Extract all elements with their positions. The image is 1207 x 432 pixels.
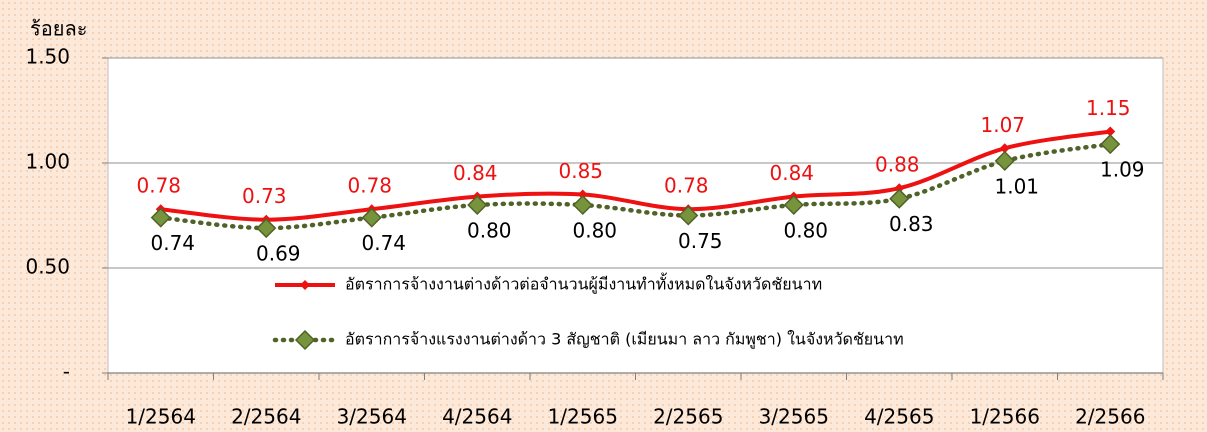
x-tick-label: 2/2566 [1075, 405, 1145, 429]
marker [994, 150, 1015, 171]
data-label: 0.74 [150, 231, 195, 255]
data-label: 0.83 [889, 212, 934, 236]
data-label: 0.84 [769, 161, 814, 185]
data-label: 1.09 [1100, 158, 1145, 182]
legend-label: อัตราการจ้างแรงงานต่างด้าว 3 สัญชาติ (เม… [345, 330, 904, 350]
x-tick-label: 4/2565 [864, 405, 934, 429]
data-label: 1.15 [1086, 96, 1131, 120]
marker [999, 143, 1010, 154]
y-tick-label: 1.50 [25, 45, 70, 69]
marker [1105, 126, 1116, 137]
data-label: 0.84 [453, 161, 498, 185]
legend-marker [294, 329, 316, 351]
x-tick-label: 4/2564 [442, 405, 512, 429]
marker [783, 194, 804, 216]
x-tick-label: 2/2565 [653, 405, 723, 429]
plot-area [107, 57, 1164, 374]
marker [577, 189, 588, 200]
marker [889, 188, 910, 209]
marker [150, 207, 171, 228]
x-tick-label: 1/2566 [970, 405, 1040, 429]
series-line [160, 129, 1111, 222]
marker [361, 207, 382, 228]
data-label: 0.85 [558, 159, 603, 183]
y-tick-label: 0.50 [25, 255, 70, 279]
data-label: 1.07 [980, 113, 1025, 137]
x-tick-label: 3/2565 [759, 405, 829, 429]
data-label: 0.74 [361, 231, 406, 255]
x-tick-label: 1/2565 [548, 405, 618, 429]
y-axis-label: ร้อยละ [30, 17, 87, 41]
y-tick-label: 1.00 [25, 150, 70, 174]
data-label: 0.75 [678, 229, 723, 253]
data-label: 0.80 [572, 219, 617, 243]
series-line [158, 141, 1113, 231]
marker [572, 194, 593, 216]
y-tick-label: - [63, 360, 70, 384]
x-tick-label: 2/2564 [231, 405, 301, 429]
data-label: 0.88 [875, 153, 920, 177]
data-label: 0.69 [256, 242, 301, 266]
data-label: 0.78 [347, 174, 392, 198]
data-label: 0.80 [783, 219, 828, 243]
marker [256, 218, 277, 239]
marker [894, 183, 905, 194]
data-label: 0.78 [136, 174, 181, 198]
marker [1100, 134, 1121, 155]
legend-marker [300, 280, 310, 290]
marker [467, 194, 488, 216]
data-label: 0.80 [467, 219, 512, 243]
x-tick-label: 1/2564 [126, 405, 196, 429]
marker [678, 205, 699, 226]
data-label: 0.73 [242, 184, 287, 208]
data-label: 0.78 [664, 174, 709, 198]
legend-label: อัตราการจ้างงานต่างด้าวต่อจำนวนผู้มีงานท… [345, 273, 822, 295]
data-label: 1.01 [994, 174, 1039, 198]
x-tick-label: 3/2564 [337, 405, 407, 429]
